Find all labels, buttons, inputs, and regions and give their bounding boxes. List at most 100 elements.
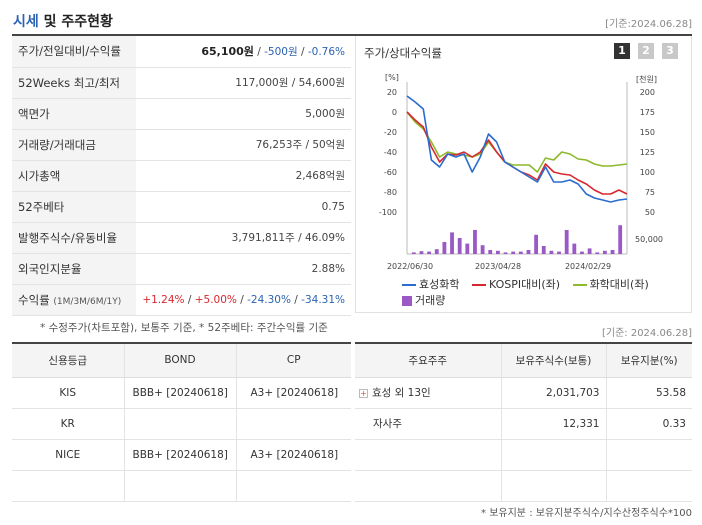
- stat-label: 주가/전일대비/수익률: [12, 36, 137, 68]
- table-row: KR: [12, 408, 351, 440]
- right-axis-unit: [천원]: [636, 74, 657, 84]
- agency-cell: KIS: [12, 377, 125, 409]
- holder-name-cell[interactable]: + 효성 외 13인: [355, 377, 502, 409]
- stat-row-marketcap: 시가총액 2,468억원: [12, 160, 351, 192]
- chart-page-1-button[interactable]: 1: [614, 43, 630, 59]
- col-header: CP: [236, 344, 351, 378]
- credit-rating-table: 신용등급 BOND CP KIS BBB+ [20240618] A3+ [20…: [12, 344, 351, 502]
- right-tick-label: 200: [640, 88, 655, 97]
- col-header: 주요주주: [355, 344, 502, 378]
- table-header-row: 신용등급 BOND CP: [12, 344, 351, 378]
- volume-bar: [549, 250, 554, 254]
- volume-bar: [495, 250, 500, 254]
- pct-cell: [606, 470, 692, 502]
- volume-bar: [618, 225, 623, 254]
- volume-bar: [564, 230, 569, 254]
- stat-value: +1.24% / +5.00% / -24.30% / -34.31%: [136, 284, 351, 316]
- stat-row-price: 주가/전일대비/수익률 65,100원 / -500원 / -0.76%: [12, 36, 351, 68]
- stat-label: 52주베타: [12, 191, 137, 223]
- market-stats-table: 주가/전일대비/수익률 65,100원 / -500원 / -0.76% 52W…: [12, 36, 351, 316]
- holder-name-cell: 자사주: [355, 408, 502, 440]
- left-tick-label: 0: [392, 108, 397, 117]
- table-row: 자사주 12,331 0.33: [355, 408, 692, 440]
- stat-value: 2,468억원: [136, 160, 351, 192]
- table-row: [12, 470, 351, 502]
- left-tick-label: -100: [379, 208, 397, 217]
- volume-bar: [595, 252, 600, 254]
- stat-label: 시가총액: [12, 160, 137, 192]
- volume-bar: [557, 251, 561, 254]
- credit-divider: [12, 342, 351, 344]
- right-tick-label: 100: [640, 168, 655, 177]
- current-price: 65,100원: [201, 45, 254, 59]
- series-line: [406, 111, 628, 195]
- stat-row-52w: 52Weeks 최고/최저 117,000원 / 54,600원: [12, 67, 351, 99]
- legend-square-icon: [402, 296, 412, 306]
- agency-cell: NICE: [12, 439, 125, 471]
- col-header: 보유지분(%): [606, 344, 692, 378]
- chart-page-3-button[interactable]: 3: [662, 43, 678, 59]
- stat-value: 3,791,811주 / 46.09%: [136, 222, 351, 254]
- chart-legend: 효성화학 KOSPI대비(좌) 화학대비(좌): [402, 276, 658, 292]
- stat-value: 65,100원 / -500원 / -0.76%: [136, 36, 351, 68]
- chart-page-2-button[interactable]: 2: [638, 43, 654, 59]
- legend-line-icon: [572, 284, 587, 286]
- volume-bar: [450, 232, 454, 254]
- table-row: KIS BBB+ [20240618] A3+ [20240618]: [12, 377, 351, 409]
- stat-value: 76,253주 / 50억원: [136, 129, 351, 161]
- volume-bar: [488, 250, 493, 254]
- footnote-adjusted: * 수정주가(차트포함), 보통주 기준, * 52주베타: 주간수익률 기준: [40, 322, 328, 334]
- holders-divider: [355, 342, 692, 344]
- bond-cell: [124, 408, 237, 440]
- right-tick-label: 150: [640, 128, 655, 137]
- shares-cell: [501, 470, 607, 502]
- volume-bar: [442, 242, 447, 254]
- volume-bar: [465, 243, 470, 254]
- stat-label: 거래량/거래대금: [12, 129, 137, 161]
- x-tick-label: 2024/02/29: [565, 262, 611, 271]
- table-row: NICE BBB+ [20240618] A3+ [20240618]: [12, 439, 351, 471]
- reference-date-2: [기준: 2024.06.28]: [601, 328, 692, 339]
- left-tick-label: 20: [387, 88, 397, 97]
- price-chart: [%] [천원]200-20-40-60-80-10020017515012510…: [379, 73, 663, 271]
- table-row: [355, 470, 692, 502]
- volume-bar: [511, 251, 516, 254]
- right-tick-label: 50: [645, 208, 655, 217]
- volume-bar: [419, 251, 424, 254]
- holder-name-cell: [355, 470, 502, 502]
- col-header: 보유주식수(보통): [501, 344, 607, 378]
- left-tick-label: -60: [384, 168, 397, 177]
- table-row: + 효성 외 13인 2,031,703 53.58: [355, 377, 692, 409]
- cp-cell: [236, 470, 351, 502]
- price-change-pct: -0.76%: [307, 46, 345, 59]
- agency-cell: KR: [12, 408, 125, 440]
- x-tick-label: 2023/04/28: [475, 262, 521, 271]
- col-header: BOND: [124, 344, 237, 378]
- reference-date: [기준:2024.06.28]: [605, 19, 692, 30]
- section-title: 시세 및 주주현황: [13, 11, 113, 31]
- stat-label: 액면가: [12, 98, 137, 130]
- table-row: [355, 439, 692, 471]
- agency-cell: [12, 470, 125, 502]
- expand-icon[interactable]: +: [359, 388, 368, 398]
- volume-bar: [541, 246, 546, 254]
- volume-bar: [457, 238, 462, 254]
- stat-label: 외국인지분율: [12, 253, 137, 285]
- cp-cell: [236, 408, 351, 440]
- right-tick-label: 125: [640, 148, 655, 157]
- stat-row-par: 액면가 5,000원: [12, 98, 351, 130]
- return-3m: +5.00%: [194, 293, 237, 306]
- left-tick-label: -20: [384, 128, 397, 137]
- left-axis-unit: [%]: [385, 73, 399, 82]
- shares-cell: [501, 439, 607, 471]
- stat-value: 5,000원: [136, 98, 351, 130]
- volume-bar: [610, 250, 615, 254]
- series-line: [406, 95, 628, 203]
- return-1m: +1.24%: [142, 293, 185, 306]
- x-tick-label: 2022/06/30: [387, 262, 433, 271]
- stat-row-volume: 거래량/거래대금 76,253주 / 50억원: [12, 129, 351, 161]
- volume-bar: [534, 234, 539, 254]
- right-tick-label: 175: [640, 108, 655, 117]
- title-highlight: 시세: [13, 14, 39, 30]
- legend-line-icon: [471, 284, 486, 286]
